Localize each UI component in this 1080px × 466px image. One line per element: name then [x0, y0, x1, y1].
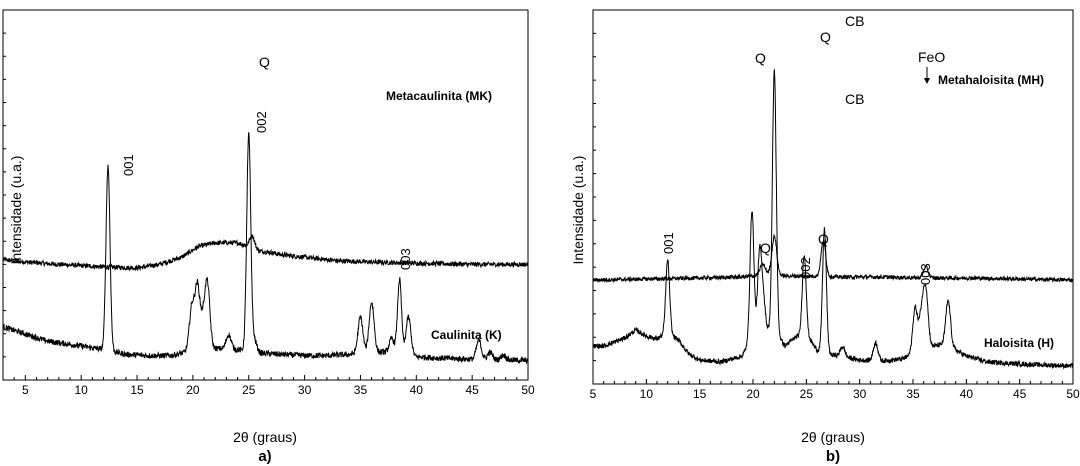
- x-tick-label: 5: [22, 383, 29, 397]
- annotation-002-h: 002: [798, 257, 813, 279]
- x-tick-label: 35: [906, 387, 920, 401]
- series-label-metahaloisita: Metahaloisita (MH): [938, 73, 1044, 87]
- panel-a-y-ticks: [3, 32, 6, 358]
- annotation-003: 003: [398, 248, 413, 270]
- annotation-q-top-left: Q: [755, 50, 766, 66]
- annotation-003-h: 003: [918, 263, 933, 285]
- trace-metahaloisita: [592, 234, 1074, 284]
- series-label-metacaulinita: Metacaulinita (MK): [386, 89, 492, 103]
- panel-b-x-ticks: 5 10 15 20 25 30 35 40 45 50: [590, 379, 1080, 401]
- panel-b-frame: [592, 9, 1074, 385]
- series-label-caulinita: Caulinita (K): [431, 328, 502, 342]
- panel-b-y-label: Intensidade (u.a.): [570, 156, 586, 265]
- x-tick-label: 45: [465, 383, 479, 397]
- annotation-002: 002: [254, 111, 269, 133]
- x-tick-label: 35: [354, 383, 368, 397]
- x-tick-label: 40: [960, 387, 974, 401]
- x-tick-label: 15: [130, 383, 144, 397]
- annotation-feo: FeO: [918, 49, 945, 65]
- trace-caulinita: [2, 132, 529, 365]
- x-tick-label: 30: [298, 383, 312, 397]
- annotation-cb-bottom: CB: [845, 91, 864, 107]
- x-tick-label: 50: [1066, 387, 1080, 401]
- annotation-001-h: 001: [661, 232, 676, 254]
- x-tick-label: 20: [746, 387, 760, 401]
- x-tick-label: 25: [242, 383, 256, 397]
- annotation-q-bottom-right: Q: [818, 231, 829, 247]
- trace-metacaulinita: [2, 234, 529, 272]
- x-tick-label: 5: [590, 387, 597, 401]
- x-tick-label: 10: [640, 387, 654, 401]
- x-tick-label: 40: [410, 383, 424, 397]
- series-label-haloisita: Haloisita (H): [984, 336, 1054, 350]
- x-tick-label: 45: [1013, 387, 1027, 401]
- annotation-q-bottom-left: Q: [760, 240, 771, 256]
- annotation-q-top-right: Q: [820, 29, 831, 45]
- panel-a-y-label: Intensidade (u.a.): [8, 156, 24, 265]
- panel-a-chart: 5 10 15 20 25 30 35 40 45 50 Metacaulinita (MK) C…: [2, 9, 535, 465]
- panel-a-x-ticks: 5 10 15 20 25 30 35 40 45 50: [2, 375, 535, 397]
- annotation-q: Q: [259, 54, 270, 70]
- x-tick-label: 20: [186, 383, 200, 397]
- annotation-001: 001: [121, 154, 136, 176]
- panel-a-tag: a): [258, 448, 271, 465]
- x-tick-label: 25: [800, 387, 814, 401]
- feo-arrow: [924, 67, 930, 84]
- x-tick-label: 30: [853, 387, 867, 401]
- x-tick-label: 15: [693, 387, 707, 401]
- panel-b-x-label: 2θ (graus): [801, 429, 865, 445]
- panel-b-y-ticks: [593, 32, 596, 362]
- panel-b-tag: b): [826, 448, 840, 465]
- annotation-cb-top: CB: [845, 13, 864, 29]
- x-tick-label: 10: [75, 383, 89, 397]
- panel-b-chart: 5 10 15 20 25 30 35 40 45 50 Metahaloisita (MH) H…: [570, 9, 1080, 465]
- x-tick-label: 50: [521, 383, 535, 397]
- panel-a-x-label: 2θ (graus): [233, 429, 297, 445]
- trace-haloisita: [592, 68, 1074, 370]
